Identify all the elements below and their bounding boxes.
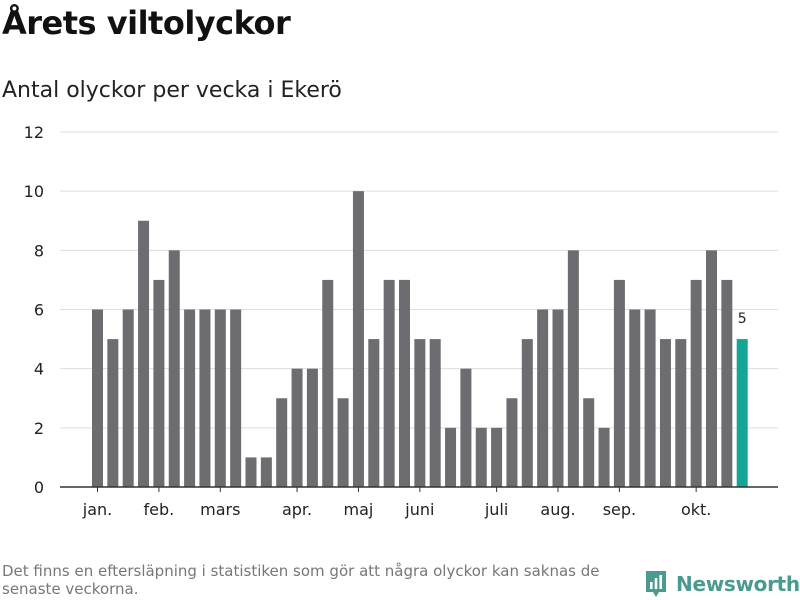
newsworthy-logo-icon [646, 571, 666, 597]
bar [675, 339, 687, 487]
x-tick-label: feb. [144, 500, 175, 519]
bar [706, 250, 717, 487]
x-axis-ticks: jan. feb. mars apr. maj juni juli aug. sep. okt. [82, 487, 711, 519]
data-label: 5 [738, 311, 747, 327]
bar [644, 309, 656, 487]
bar [429, 339, 441, 487]
bar [276, 398, 288, 487]
bar [214, 309, 226, 487]
brand-name: Newsworthy [676, 572, 800, 596]
x-tick-label: mars [200, 500, 240, 519]
bars [92, 191, 748, 487]
bar [122, 309, 134, 487]
x-tick-label: apr. [282, 500, 312, 519]
y-tick-label: 6 [34, 301, 44, 320]
bar [337, 398, 349, 487]
x-tick-label: okt. [681, 500, 711, 519]
y-tick-label: 12 [24, 123, 44, 142]
bar [199, 309, 211, 487]
bar [184, 309, 196, 487]
bar [414, 339, 426, 487]
bar [537, 309, 549, 487]
x-tick-label: sep. [603, 500, 636, 519]
bar [291, 368, 303, 487]
bar [613, 279, 625, 487]
bar [245, 457, 257, 487]
bar [475, 427, 487, 487]
bar [138, 220, 150, 487]
y-tick-label: 4 [34, 360, 44, 379]
bar [168, 250, 180, 487]
bar [352, 191, 364, 487]
footnote: Det finns en eftersläpning i statistiken… [2, 562, 600, 598]
bar [445, 427, 457, 487]
bar [491, 427, 503, 487]
bar [598, 427, 610, 487]
bar [521, 339, 533, 487]
bar [659, 339, 671, 487]
bar [567, 250, 579, 487]
bar [721, 279, 733, 487]
bar [399, 279, 410, 487]
bar [230, 309, 242, 487]
y-tick-label: 8 [34, 241, 44, 260]
x-tick-label: jan. [82, 500, 112, 519]
bar [460, 368, 472, 487]
chart-title: Årets viltolyckor [2, 4, 291, 42]
bar [583, 398, 595, 487]
bar [107, 339, 119, 487]
y-tick-label: 0 [34, 478, 44, 497]
brand[interactable]: Newsworthy [644, 569, 800, 599]
bar [736, 339, 748, 487]
bar [629, 309, 641, 487]
y-axis-ticks: 0 2 4 6 8 10 12 [24, 123, 44, 497]
bar [306, 368, 318, 487]
bar [383, 279, 395, 487]
chart-subtitle: Antal olyckor per vecka i Ekerö [2, 78, 342, 103]
y-tick-label: 2 [34, 419, 44, 438]
bar [552, 309, 564, 487]
bar [260, 457, 272, 487]
bar [506, 398, 518, 487]
bar [690, 279, 702, 487]
bar [368, 339, 380, 487]
x-tick-label: juni [404, 500, 434, 519]
x-tick-label: maj [344, 500, 374, 519]
x-tick-label: juli [484, 500, 508, 519]
bar [153, 279, 165, 487]
bar [92, 309, 103, 487]
data-labels: 5 [738, 311, 747, 327]
bar [322, 279, 334, 487]
y-tick-label: 10 [24, 182, 44, 201]
x-tick-label: aug. [540, 500, 575, 519]
